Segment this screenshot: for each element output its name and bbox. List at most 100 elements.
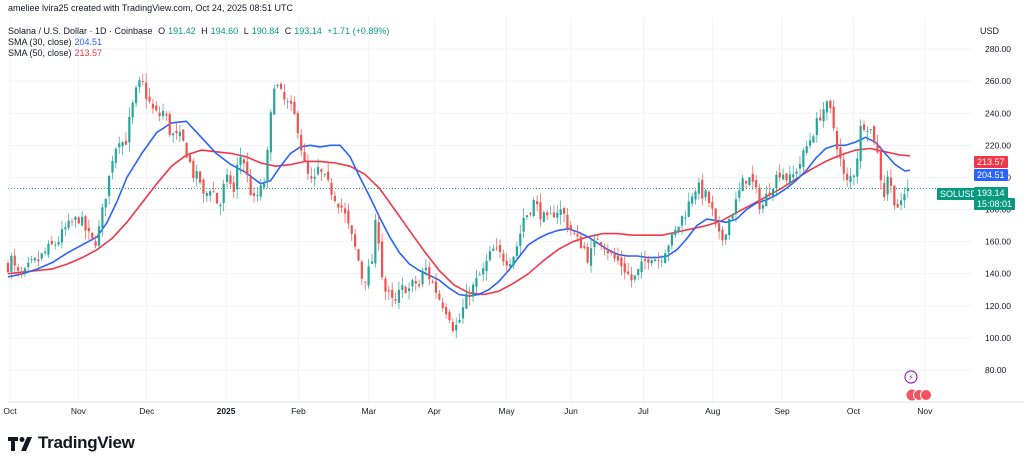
price-tick-label: 80.00 [985, 365, 1007, 375]
candle-body [751, 174, 754, 182]
candle-body [60, 229, 64, 243]
candle-body [414, 280, 417, 284]
candle-body [323, 174, 326, 175]
candle-body [87, 227, 90, 232]
candle-body [711, 202, 714, 209]
price-tick-label: 260.00 [985, 76, 1011, 86]
candle-body [327, 171, 330, 180]
candle-body [401, 285, 404, 290]
candle-body [70, 221, 74, 223]
change-value: +1.71 (+0.89%) [327, 26, 390, 36]
candle-body [67, 220, 70, 229]
candle-body [694, 191, 697, 200]
candle-body [441, 302, 444, 308]
candle-body [57, 242, 60, 245]
candle-body [266, 149, 269, 182]
candle-body [542, 212, 545, 223]
candle-body [289, 100, 293, 104]
candle-body [77, 217, 80, 224]
candle-body [37, 259, 40, 262]
candle-body [128, 116, 131, 143]
candle-body [623, 263, 626, 273]
candle-body [569, 225, 572, 231]
price-tick-label: 100.00 [985, 333, 1011, 343]
candle-body [263, 183, 266, 188]
candle-body [701, 179, 704, 199]
candle-body [600, 242, 603, 245]
sma-30-line [7, 120, 911, 297]
candle-body [293, 102, 296, 114]
candle-body [505, 260, 508, 266]
time-tick-label: 2025 [217, 406, 236, 416]
candle-body [445, 307, 448, 315]
candle-body [350, 225, 353, 234]
candle-body [148, 96, 151, 102]
candle-body [653, 259, 657, 262]
candle-body [704, 190, 707, 198]
candle-body [859, 125, 862, 162]
time-tick-label: Oct [3, 406, 17, 416]
candle-body [431, 281, 434, 283]
candle-body [209, 191, 212, 196]
candle-body [306, 161, 310, 174]
high-value: 194.60 [210, 26, 239, 36]
candle-body [562, 208, 566, 214]
time-tick-label: May [499, 406, 516, 416]
candle-body [168, 114, 171, 135]
candle-body [387, 290, 390, 292]
candle-body [852, 175, 855, 178]
last-price-badge: 193.14 [974, 187, 1008, 199]
candle-body [81, 216, 84, 226]
candle-body [219, 204, 222, 207]
time-tick-label: Apr [428, 406, 441, 416]
tradingview-logo[interactable]: TradingView [8, 433, 135, 453]
candle-body [839, 147, 842, 159]
close-value: 193.14 [294, 26, 322, 36]
candle-body [370, 261, 374, 264]
candle-body [525, 215, 529, 217]
candle-body [391, 289, 394, 298]
candle-body [873, 126, 876, 143]
candle-body [360, 261, 363, 279]
chart-grid [8, 17, 972, 402]
candle-body [717, 223, 721, 232]
time-axis: Oct Nov Dec 2025 Feb Mar Apr May Jun Jul Aug Sep Oct… [3, 401, 1024, 416]
candle-body [488, 251, 492, 260]
candle-body [283, 91, 286, 100]
candle-body [172, 133, 175, 136]
candle-body [424, 267, 427, 271]
candle-body [97, 226, 101, 246]
svg-text:⚡: ⚡ [908, 373, 914, 382]
candle-body [411, 280, 414, 287]
candle-body [118, 143, 121, 148]
sma50-legend[interactable]: SMA (50, close) 213.57 [8, 48, 103, 58]
time-tick-label: Aug [705, 406, 720, 416]
candle-body [532, 199, 535, 217]
candle-body [229, 175, 232, 184]
candle-body [792, 174, 795, 178]
candle-body [660, 260, 663, 262]
candle-body [269, 112, 272, 153]
candle-body [556, 212, 559, 218]
candle-body [455, 324, 458, 331]
candle-body [832, 106, 835, 129]
candle-body [495, 247, 498, 249]
candle-body [74, 216, 77, 220]
candle-body [906, 188, 909, 192]
candle-body [782, 174, 785, 180]
currency-label[interactable]: USD [980, 26, 1000, 36]
candle-body [889, 177, 893, 186]
candle-body [182, 129, 185, 141]
price-tick-label: 140.00 [985, 269, 1011, 279]
candle-body [43, 251, 47, 254]
candle-body [13, 255, 16, 266]
candle-body [192, 160, 195, 179]
sma30-legend[interactable]: SMA (30, close) 204.51 [8, 37, 103, 47]
candle-body [755, 180, 758, 188]
candle-body [121, 142, 124, 147]
candle-body [724, 234, 727, 240]
sma50-legend-value: 213.57 [74, 48, 103, 58]
candle-body [337, 203, 340, 208]
candle-body [178, 132, 181, 137]
